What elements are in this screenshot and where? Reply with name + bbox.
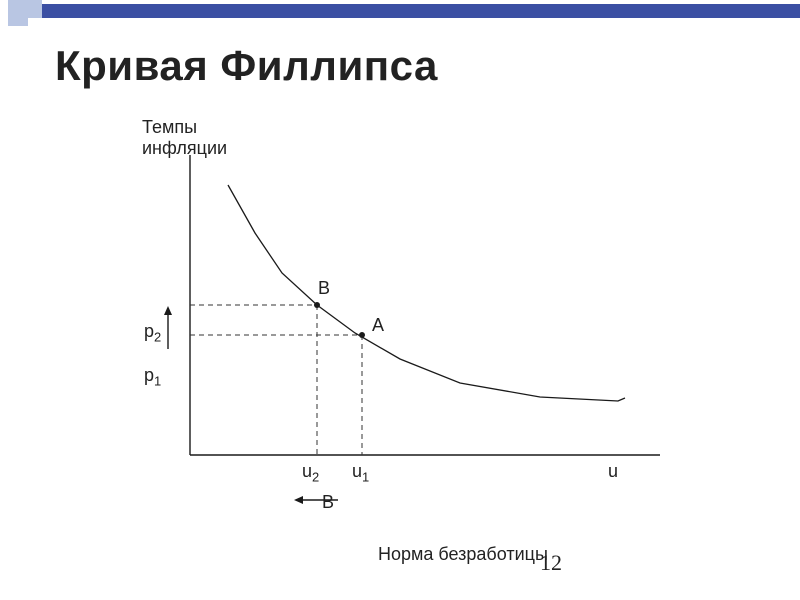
point-label-b-below: В <box>322 492 334 513</box>
x-tick-u: u <box>608 461 618 482</box>
point-label-a: А <box>372 315 384 336</box>
decoration-block <box>8 0 42 18</box>
slide-header-decoration <box>0 0 800 18</box>
decoration-block <box>8 18 28 26</box>
slide-title: Кривая Филлипса <box>55 42 438 90</box>
page-number: 12 <box>540 550 562 576</box>
slide: Кривая Филлипса Темпы инфляции p2 p1 u2 … <box>0 0 800 600</box>
phillips-curve-chart: Темпы инфляции p2 p1 u2 u1 u В А В Норма… <box>120 135 680 555</box>
point-label-b: В <box>318 278 330 299</box>
decoration-bar <box>42 4 800 18</box>
x-tick-u1: u1 <box>352 461 369 485</box>
chart-svg <box>120 135 680 555</box>
x-tick-u2: u2 <box>302 461 319 485</box>
y-axis-label-line1: Темпы <box>142 117 197 137</box>
y-tick-p1: p1 <box>144 365 161 389</box>
x-axis-label: Норма безработицы <box>378 544 548 565</box>
y-tick-p2: p2 <box>144 321 161 345</box>
